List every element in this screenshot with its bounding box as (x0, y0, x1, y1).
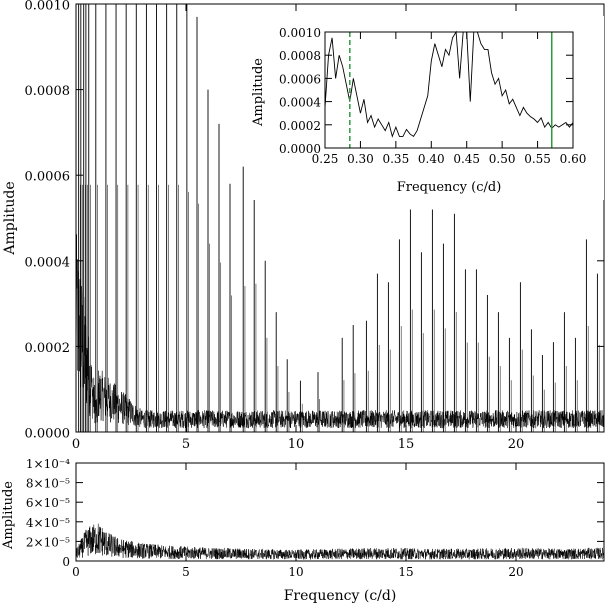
inset-xlabel: Frequency (c/d) (397, 180, 502, 195)
inset-panel: 0.25 0.30 0.35 0.40 0.45 0.50 0.55 0.60 0.0000 0.… (248, 16, 604, 200)
x-tick-label: 0 (72, 437, 80, 452)
window-trace (75, 523, 605, 561)
window-ylabel: Amplitude (1, 481, 16, 550)
x-tick-label: 5 (182, 565, 190, 579)
main-spectrum (75, 4, 605, 432)
inset-trace (324, 30, 574, 138)
x-tick-label: 20 (508, 437, 525, 452)
y-tick-label: 0.0010 (25, 0, 71, 14)
window-panel: 0 5 10 15 2002×10⁻⁵4×10⁻⁵6×10⁻⁵8×10⁻⁵1×10⁻⁴ … (1, 457, 605, 604)
y-tick-label: 0.0002 (279, 119, 321, 133)
y-tick-label: 0.0004 (25, 255, 71, 270)
window-frame (75, 462, 605, 562)
y-tick-label: 1×10⁻⁴ (26, 457, 70, 471)
x-tick-label: 0.25 (312, 152, 339, 166)
main-panel: 0 5 10 15 200.00000.00020.00040.00060.00080.… (2, 0, 605, 452)
y-tick-label: 6×10⁻⁵ (26, 496, 70, 510)
inset-frame (324, 31, 574, 149)
main-ticks: 0 5 10 15 200.00000.00020.00040.00060.00080.… (25, 0, 604, 452)
y-tick-label: 0.0006 (279, 72, 321, 86)
x-tick-label: 0.55 (524, 152, 551, 166)
window-ticks: 0 5 10 15 20 0 2×10⁻⁵ 4×10⁻⁵ 6×10⁻⁵ 8×10⁻⁵ 1×10⁻⁴ (26, 457, 604, 579)
x-tick-label: 15 (398, 565, 413, 579)
x-tick-label: 0.60 (560, 152, 587, 166)
x-tick-label: 5 (182, 437, 190, 452)
y-tick-label: 0 (62, 555, 70, 569)
y-tick-label: 4×10⁻⁵ (26, 516, 70, 530)
x-tick-label: 0.30 (347, 152, 374, 166)
inset-spectrum (324, 30, 574, 148)
y-tick-label: 8×10⁻⁵ (26, 477, 70, 491)
x-tick-label: 0 (72, 565, 80, 579)
x-tick-label: 10 (288, 565, 303, 579)
x-tick-label: 10 (288, 437, 305, 452)
main-frame (75, 3, 605, 433)
x-tick-label: 0.50 (489, 152, 516, 166)
inset-background (248, 16, 604, 200)
noise-trace (75, 234, 605, 429)
y-tick-label: 0.0010 (279, 26, 321, 40)
inset-ticks: 0.25 0.30 0.35 0.40 0.45 0.50 0.55 0.60 0.0000 0.… (279, 26, 586, 166)
x-tick-label: 20 (508, 565, 523, 579)
y-tick-label: 2×10⁻⁵ (26, 535, 70, 549)
y-tick-label: 0.0008 (25, 84, 71, 99)
x-tick-label: 0.35 (382, 152, 409, 166)
x-tick-label: 0.40 (418, 152, 445, 166)
y-tick-label: 0.0000 (279, 142, 321, 156)
y-tick-label: 0.0002 (25, 341, 71, 356)
x-tick-label: 0.45 (453, 152, 480, 166)
window-spectrum (75, 523, 605, 561)
main-ylabel: Amplitude (2, 181, 18, 255)
y-tick-label: 0.0008 (279, 49, 321, 63)
y-tick-label: 0.0006 (25, 170, 71, 185)
y-tick-label: 0.0000 (25, 427, 71, 442)
x-tick-label: 15 (398, 437, 415, 452)
window-xlabel: Frequency (c/d) (284, 588, 397, 604)
inset-ylabel: Amplitude (251, 58, 266, 127)
y-tick-label: 0.0004 (279, 96, 321, 110)
